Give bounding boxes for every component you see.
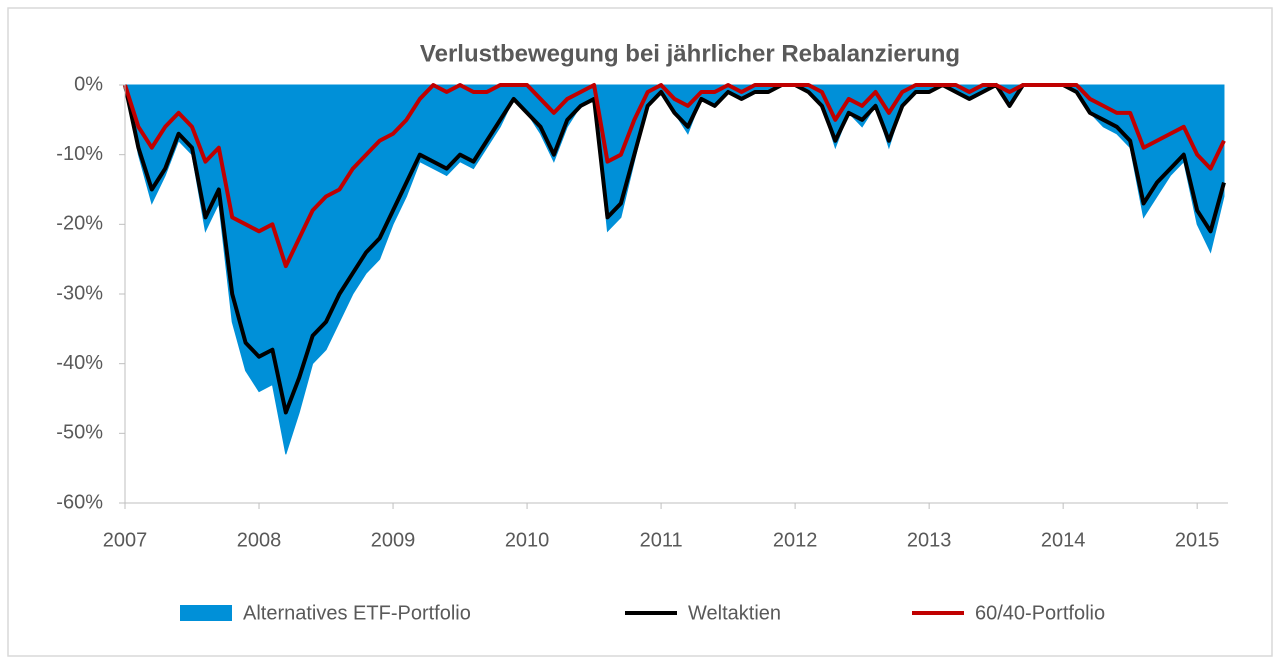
legend-swatch [180, 605, 232, 621]
y-tick-label: -50% [56, 422, 103, 444]
legend-label: Alternatives ETF-Portfolio [243, 602, 471, 624]
y-tick-label: -30% [56, 282, 103, 304]
chart-title: Verlustbewegung bei jährlicher Rebalanzi… [420, 40, 960, 67]
y-tick-label: -40% [56, 352, 103, 374]
x-tick-label: 2007 [103, 529, 148, 551]
x-tick-label: 2009 [371, 529, 416, 551]
line [123, 83, 1226, 269]
x-tick-label: 2012 [773, 529, 818, 551]
y-tick-label: 0% [74, 73, 103, 95]
y-tick-label: -60% [56, 491, 103, 513]
x-tick-label: 2013 [907, 529, 952, 551]
legend-label: Weltaktien [688, 602, 781, 624]
y-tick-label: -10% [56, 143, 103, 165]
x-tick-label: 2011 [640, 529, 683, 551]
legend-label: 60/40-Portfolio [975, 602, 1105, 624]
y-tick-label: -20% [56, 213, 103, 235]
x-tick-label: 2008 [237, 529, 282, 551]
x-tick-label: 2015 [1175, 529, 1220, 551]
x-tick-label: 2014 [1041, 529, 1086, 551]
x-tick-label: 2010 [505, 529, 550, 551]
